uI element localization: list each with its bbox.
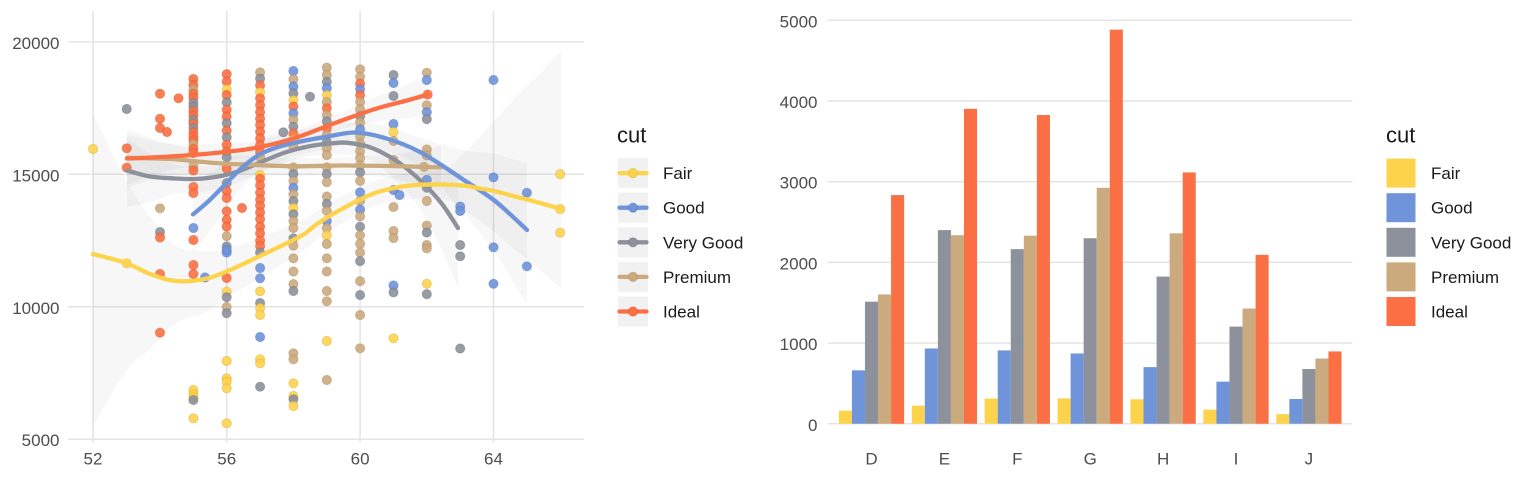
svg-text:3000: 3000 bbox=[780, 174, 818, 193]
svg-text:cut: cut bbox=[1386, 123, 1415, 148]
svg-text:Premium: Premium bbox=[663, 268, 731, 287]
svg-text:Fair: Fair bbox=[1431, 164, 1461, 183]
svg-text:Very Good: Very Good bbox=[1431, 233, 1511, 252]
svg-text:56: 56 bbox=[217, 450, 236, 469]
svg-text:1000: 1000 bbox=[780, 335, 818, 354]
svg-text:60: 60 bbox=[351, 450, 370, 469]
svg-text:I: I bbox=[1234, 450, 1239, 469]
svg-text:E: E bbox=[939, 450, 950, 469]
svg-text:5000: 5000 bbox=[780, 12, 818, 31]
svg-text:Premium: Premium bbox=[1431, 268, 1499, 287]
svg-text:Good: Good bbox=[663, 199, 705, 218]
svg-text:10000: 10000 bbox=[12, 299, 59, 318]
svg-text:Fair: Fair bbox=[663, 164, 693, 183]
svg-text:4000: 4000 bbox=[780, 93, 818, 112]
svg-text:0: 0 bbox=[808, 416, 817, 435]
svg-text:64: 64 bbox=[484, 450, 503, 469]
svg-text:J: J bbox=[1305, 450, 1314, 469]
svg-text:2000: 2000 bbox=[780, 254, 818, 273]
svg-text:H: H bbox=[1157, 450, 1169, 469]
svg-text:Ideal: Ideal bbox=[663, 303, 700, 322]
svg-text:cut: cut bbox=[617, 123, 646, 148]
svg-text:52: 52 bbox=[84, 450, 103, 469]
svg-text:Very Good: Very Good bbox=[663, 233, 743, 252]
svg-text:20000: 20000 bbox=[12, 34, 59, 53]
svg-text:Good: Good bbox=[1431, 199, 1473, 218]
svg-text:Ideal: Ideal bbox=[1431, 303, 1468, 322]
svg-text:5000: 5000 bbox=[22, 431, 60, 450]
svg-text:15000: 15000 bbox=[12, 166, 59, 185]
svg-text:F: F bbox=[1012, 450, 1022, 469]
svg-text:G: G bbox=[1084, 450, 1097, 469]
svg-text:D: D bbox=[865, 450, 877, 469]
